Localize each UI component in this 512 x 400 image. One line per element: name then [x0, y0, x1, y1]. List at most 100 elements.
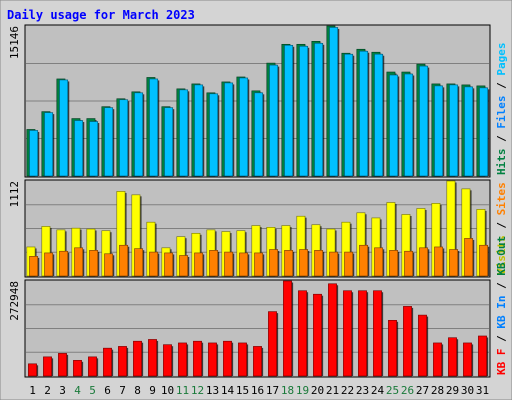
- bar: [433, 342, 442, 377]
- bar: [89, 121, 99, 177]
- x-tick-label: 28: [431, 384, 444, 397]
- bar-kb-f: [418, 314, 429, 377]
- bar: [434, 246, 444, 277]
- bar-sites: [164, 252, 175, 277]
- bar: [479, 244, 489, 277]
- bar-files: [299, 45, 310, 177]
- bar: [148, 339, 157, 377]
- bar: [373, 290, 382, 377]
- bar-files: [449, 84, 460, 177]
- bar: [284, 250, 294, 277]
- bar-files: [359, 50, 370, 177]
- bar: [149, 251, 159, 277]
- bar-sites: [404, 250, 415, 277]
- x-tick-label: 27: [416, 384, 429, 397]
- bar: [464, 86, 474, 177]
- bar: [179, 255, 189, 277]
- x-tick-label: 24: [371, 384, 385, 397]
- bar: [344, 251, 354, 277]
- bar-files: [434, 85, 445, 177]
- bar: [389, 74, 399, 177]
- bar: [314, 250, 324, 277]
- bar: [74, 120, 84, 177]
- bar-kb-f: [118, 346, 129, 377]
- bar: [194, 252, 204, 277]
- panel-1: 15146 Hits / Files / Pages: [8, 24, 508, 178]
- panel-3: 272948 KB F / KB In / KB Out: [8, 236, 508, 378]
- bar: [329, 251, 339, 277]
- bar-sites: [344, 251, 355, 277]
- bar-kb-f: [28, 363, 39, 377]
- bar-kb-f: [58, 353, 69, 377]
- bar-kb-f: [88, 356, 99, 377]
- bar: [118, 346, 127, 377]
- bar: [448, 337, 457, 377]
- x-tick-label: 18: [281, 384, 294, 397]
- bar-kb-f: [358, 290, 369, 377]
- bar: [74, 247, 84, 277]
- legend-separator: /: [495, 329, 508, 349]
- bar: [133, 340, 142, 377]
- legend-entry: Sites: [495, 182, 508, 215]
- x-tick-label: 2: [44, 384, 51, 397]
- bar-kb-f: [373, 290, 384, 377]
- x-axis-ticks: 1 2 3 4 5 6 7 8 9 10 11 12 13 14 15 16 17 18 19 20 21 22 23 24 2…: [29, 384, 489, 397]
- bar-kb-f: [283, 280, 294, 377]
- bar-files: [119, 99, 130, 177]
- x-tick-label: 21: [326, 384, 339, 397]
- y-max-label: 15146: [8, 26, 21, 59]
- x-tick-label: 13: [206, 384, 219, 397]
- bar-sites: [449, 249, 460, 277]
- bar: [404, 73, 414, 177]
- x-tick-label: 12: [191, 384, 204, 397]
- x-tick-label: 25: [386, 384, 399, 397]
- legend: Visits / Sites: [495, 182, 508, 275]
- bar: [73, 360, 82, 377]
- bar: [223, 340, 232, 377]
- bar-kb-f: [448, 337, 459, 377]
- bar-files: [134, 92, 145, 177]
- bar: [238, 342, 247, 377]
- bar-sites: [419, 247, 430, 277]
- bar: [299, 45, 309, 177]
- bar: [134, 92, 144, 177]
- x-tick-label: 8: [134, 384, 141, 397]
- bar-sites: [389, 250, 400, 277]
- bar-files: [224, 82, 235, 177]
- panel-2: 1112 Visits / Sites: [8, 179, 508, 278]
- bar-files: [314, 42, 325, 177]
- x-tick-label: 17: [266, 384, 279, 397]
- bar-kb-f: [178, 342, 189, 377]
- x-tick-label: 20: [311, 384, 324, 397]
- bar: [29, 130, 39, 177]
- legend-separator: /: [495, 129, 508, 149]
- bar: [419, 247, 429, 277]
- bar: [44, 112, 54, 177]
- bar-sites: [239, 252, 250, 277]
- x-tick-label: 4: [74, 384, 81, 397]
- bar: [389, 250, 399, 277]
- bar: [478, 335, 487, 377]
- x-tick-label: 26: [401, 384, 414, 397]
- bar: [89, 250, 99, 277]
- x-tick-label: 1: [29, 384, 36, 397]
- bar-files: [209, 93, 220, 177]
- bar: [119, 244, 129, 277]
- bar: [359, 244, 369, 277]
- legend-separator: /: [495, 276, 508, 296]
- bar-kb-f: [223, 340, 234, 377]
- bar: [59, 79, 69, 177]
- x-tick-label: 3: [59, 384, 66, 397]
- chart-title: Daily usage for March 2023: [7, 8, 195, 22]
- bar-kb-f: [463, 342, 474, 377]
- bar-files: [284, 44, 295, 177]
- bar: [209, 250, 219, 277]
- legend-entry: KB F: [495, 349, 508, 376]
- x-tick-label: 16: [251, 384, 264, 397]
- bar: [329, 27, 339, 177]
- legend-separator: /: [495, 76, 508, 96]
- bar-files: [374, 53, 385, 177]
- bar-kb-f: [268, 311, 279, 377]
- bar: [298, 290, 307, 377]
